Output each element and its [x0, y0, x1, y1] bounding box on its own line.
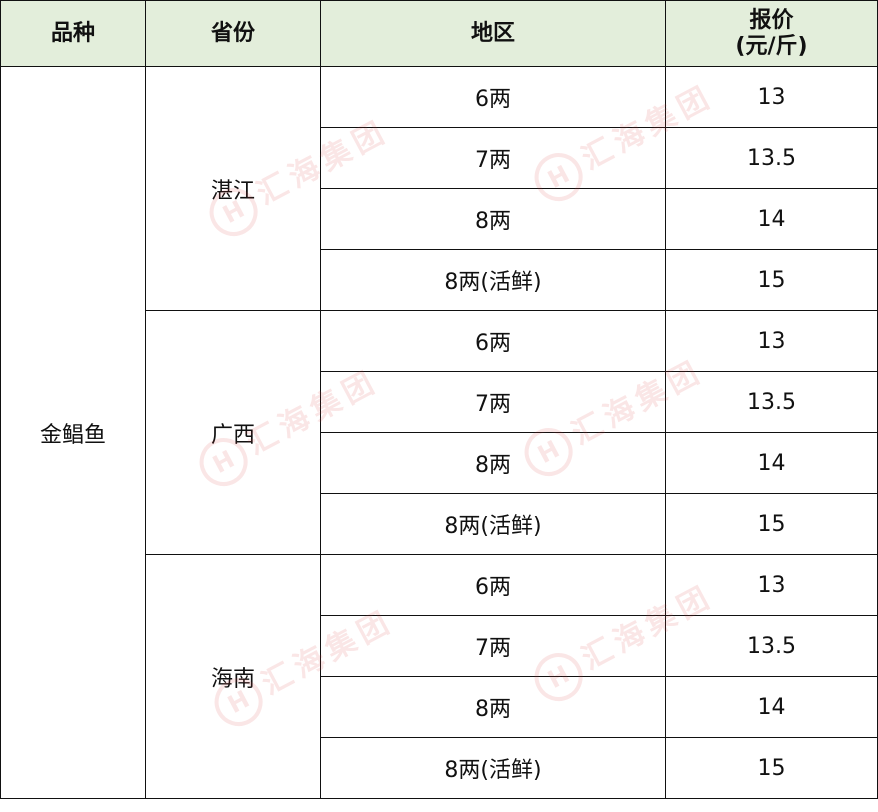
header-price: 报价 (元/斤): [665, 0, 878, 67]
table-row: 海南 6两 13: [1, 554, 878, 799]
region-cell: 6两: [320, 554, 666, 616]
header-row: 品种 省份 地区 报价 (元/斤): [0, 0, 878, 67]
region-cell: 7两: [320, 615, 666, 677]
table-row: 8两 14: [1, 432, 878, 494]
region-cell: 6两: [320, 66, 666, 128]
price-cell: 14: [665, 432, 878, 494]
region-cell: 8两(活鲜): [320, 493, 666, 555]
header-province: 省份: [145, 0, 321, 67]
region-cell: 8两(活鲜): [320, 737, 666, 799]
price-cell: 13: [665, 554, 878, 616]
region-cell: 7两: [320, 127, 666, 189]
price-cell: 14: [665, 676, 878, 738]
price-cell: 13: [665, 310, 878, 372]
table-row: 7两 13.5: [1, 615, 878, 677]
region-cell: 8两: [320, 188, 666, 250]
table-row: 7两 13.5: [1, 127, 878, 189]
region-cell: 8两(活鲜): [320, 249, 666, 311]
price-cell: 14: [665, 188, 878, 250]
price-cell: 15: [665, 493, 878, 555]
table-row: 8两 14: [1, 676, 878, 738]
price-cell: 13: [665, 66, 878, 128]
table-row: 8两(活鲜) 15: [1, 737, 878, 799]
header-price-unit: (元/斤): [735, 33, 808, 59]
price-cell: 13.5: [665, 371, 878, 433]
province-cell: 湛江: [145, 66, 321, 311]
table-row: 广西 6两 13: [1, 310, 878, 555]
price-cell: 13.5: [665, 615, 878, 677]
table-row: 8两(活鲜) 15: [1, 493, 878, 555]
table-row: 金鲳鱼 湛江 6两 13: [0, 66, 878, 799]
region-cell: 8两: [320, 676, 666, 738]
region-cell: 6两: [320, 310, 666, 372]
price-cell: 15: [665, 249, 878, 311]
table-row: 7两 13.5: [1, 371, 878, 433]
region-cell: 7两: [320, 371, 666, 433]
province-cell: 海南: [145, 554, 321, 799]
header-price-label: 报价: [749, 7, 794, 33]
price-cell: 15: [665, 737, 878, 799]
variety-cell: 金鲳鱼: [0, 66, 146, 799]
region-cell: 8两: [320, 432, 666, 494]
price-cell: 13.5: [665, 127, 878, 189]
header-variety: 品种: [0, 0, 146, 67]
header-region: 地区: [320, 0, 666, 67]
province-cell: 广西: [145, 310, 321, 555]
